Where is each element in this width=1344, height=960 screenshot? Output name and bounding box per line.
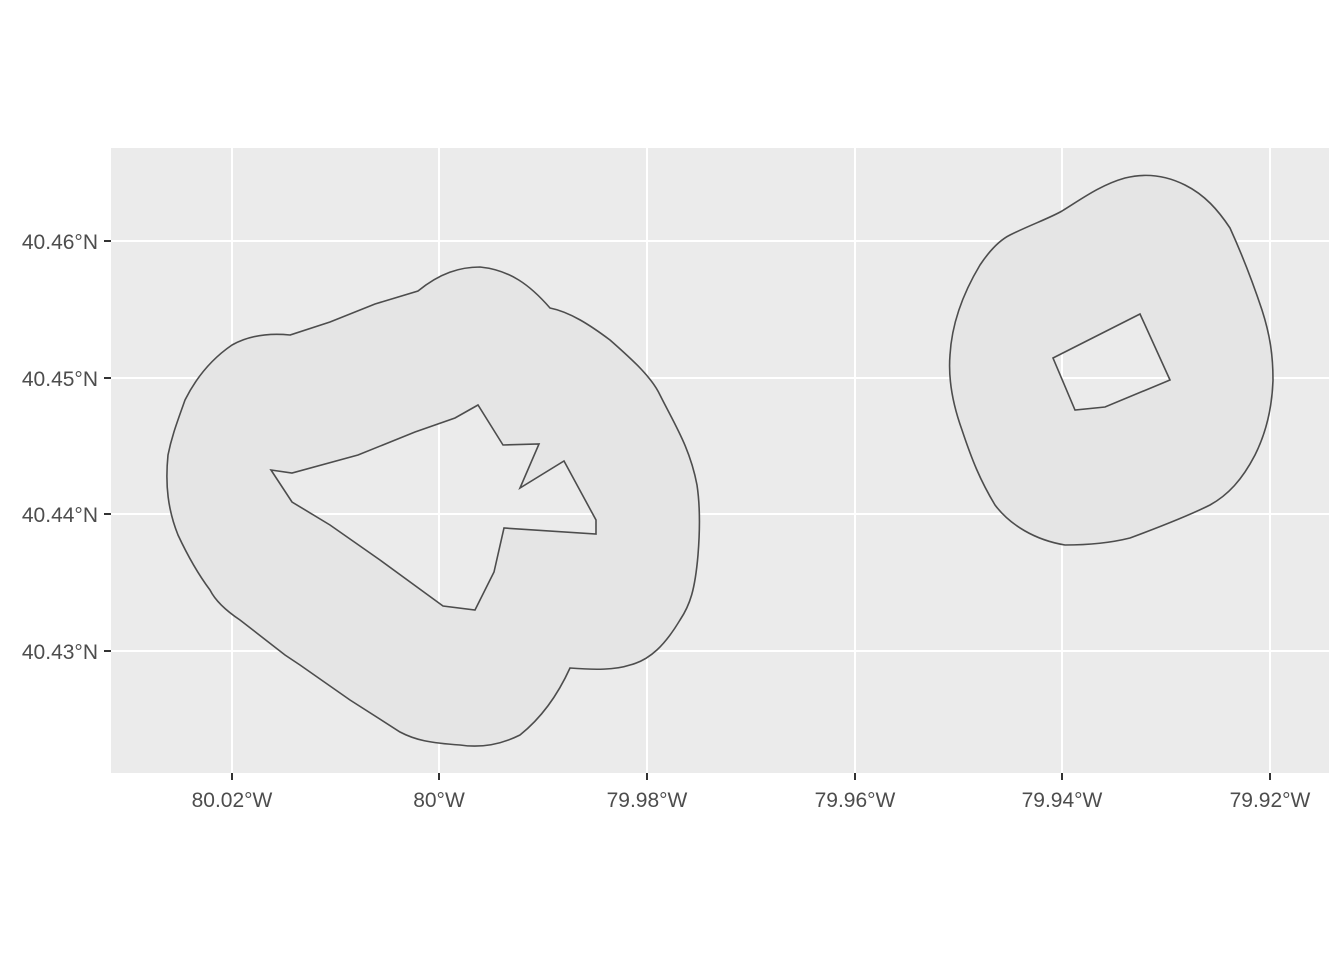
buffer-polygon-east bbox=[948, 174, 1274, 546]
y-tick-label: 40.43°N bbox=[22, 641, 98, 664]
x-tick-label: 79.96°W bbox=[815, 789, 896, 812]
x-tick-label: 79.94°W bbox=[1022, 789, 1103, 812]
y-tick-label: 40.45°N bbox=[22, 368, 98, 391]
y-tick-label: 40.46°N bbox=[22, 231, 98, 254]
y-tick-label: 40.44°N bbox=[22, 504, 98, 527]
x-tick-label: 79.98°W bbox=[607, 789, 688, 812]
x-tick-label: 79.92°W bbox=[1230, 789, 1311, 812]
x-tick-label: 80°W bbox=[413, 789, 465, 812]
x-tick-label: 80.02°W bbox=[192, 789, 273, 812]
axis-ticks bbox=[104, 240, 1271, 780]
buffer-polygon-west bbox=[166, 266, 701, 747]
